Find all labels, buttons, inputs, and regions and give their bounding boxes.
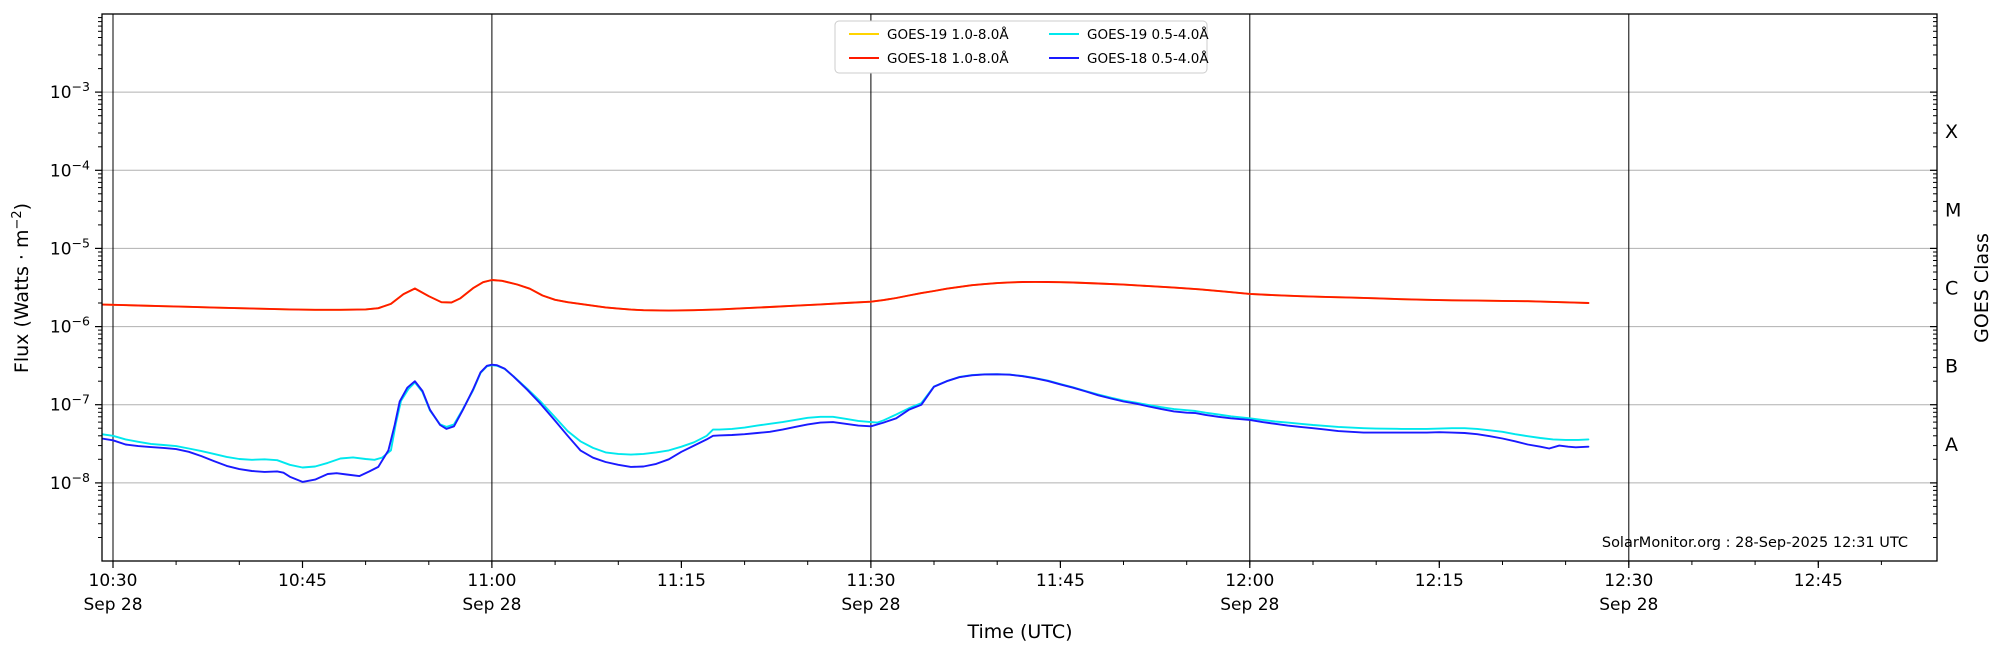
legend-box — [834, 20, 1208, 74]
plot-border — [101, 13, 1938, 562]
x-tick-date-label: Sep 28 — [1599, 595, 1658, 615]
x-axis-label: Time (UTC) — [966, 621, 1072, 643]
y-tick-label: 10−5 — [50, 235, 90, 259]
x-tick-label: 12:45 — [1794, 571, 1843, 591]
x-tick-label: 12:00 — [1225, 571, 1274, 591]
legend-label-goes19-short: GOES-19 0.5-4.0Å — [1087, 26, 1209, 43]
x-tick-date-label: Sep 28 — [841, 595, 900, 615]
legend-label-goes18-long: GOES-18 1.0-8.0Å — [887, 50, 1009, 67]
goes-class-letters: X M C B A — [1945, 121, 1961, 456]
goes-class-letter-x: X — [1945, 121, 1958, 143]
legend-label-goes19-long: GOES-19 1.0-8.0Å — [887, 26, 1009, 43]
y-tick-label: 10−4 — [50, 157, 90, 181]
gridlines — [102, 91, 1937, 484]
right-axis-label: GOES Class — [1971, 233, 1993, 343]
y-tick-label: 10−8 — [50, 470, 90, 494]
goes-class-letter-b: B — [1945, 356, 1958, 378]
y-axis-label: Flux (Watts · m−2) — [10, 203, 33, 373]
series-line-goes-18-0-5-4-0- — [102, 363, 1590, 483]
goes-class-letter-c: C — [1945, 278, 1958, 300]
series-line-goes-19-0-5-4-0- — [102, 364, 1590, 469]
goes-class-letter-a: A — [1945, 434, 1958, 456]
flux-curves — [102, 279, 1590, 483]
goes-class-letter-m: M — [1945, 199, 1961, 221]
x-tick-label: 10:45 — [278, 571, 327, 591]
x-tick-date-label: Sep 28 — [83, 595, 142, 615]
x-tick-date-label: Sep 28 — [1220, 595, 1279, 615]
x-tick-label: 10:30 — [89, 571, 138, 591]
y-tick-label: 10−7 — [50, 392, 90, 416]
axes-and-ticks: 10−3 10−4 10−5 10−6 10−7 10−8 10:30 Sep 28 10:45… — [50, 13, 1938, 615]
y-tick-label: 10−6 — [50, 314, 90, 338]
legend-label-goes18-short: GOES-18 0.5-4.0Å — [1087, 50, 1209, 67]
solarmonitor-annotation: SolarMonitor.org : 28-Sep-2025 12:31 UTC — [1602, 535, 1908, 551]
x-tick-label: 11:00 — [467, 571, 516, 591]
x-tick-date-label: Sep 28 — [462, 595, 521, 615]
x-tick-label: 11:30 — [846, 571, 895, 591]
series-line-goes-18-1-0-8-0- — [102, 279, 1590, 312]
x-tick-label: 12:30 — [1604, 571, 1653, 591]
y-tick-label: 10−3 — [50, 79, 90, 103]
x-tick-label: 12:15 — [1415, 571, 1464, 591]
legend: GOES-19 1.0-8.0Å GOES-18 1.0-8.0Å GOES-1… — [834, 20, 1209, 74]
vertical-time-lines — [112, 14, 1630, 561]
x-tick-label: 11:45 — [1036, 571, 1085, 591]
series-line-goes-19-1-0-8-0- — [102, 279, 1590, 312]
x-tick-label: 11:15 — [657, 571, 706, 591]
